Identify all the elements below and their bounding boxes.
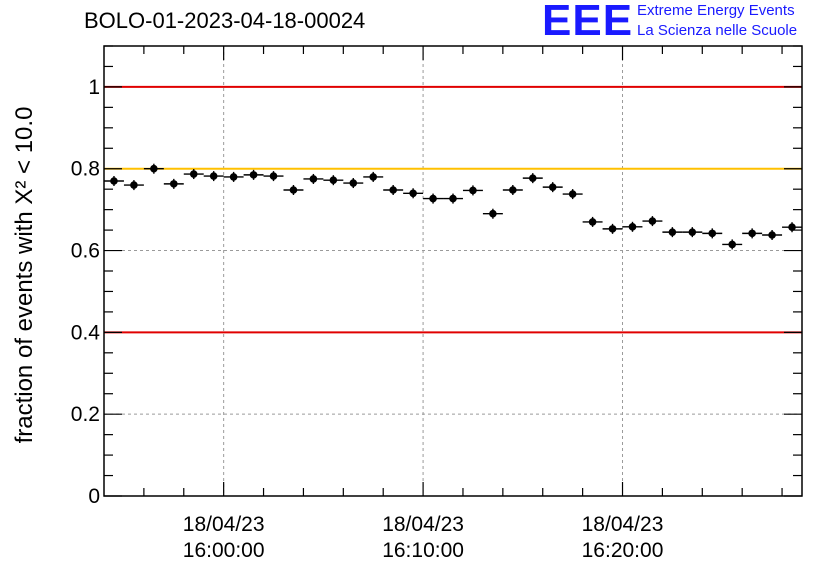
data-point [349,179,358,187]
y-tick-label: 0.8 [71,158,100,181]
data-point [469,186,477,195]
data-point [768,231,776,239]
data-point [568,190,577,198]
y-axis-label: fraction of events with X² < 10.0 [11,107,38,444]
data-point [608,225,617,233]
data-point [628,223,637,231]
data-point [748,229,756,238]
data-point [209,172,218,180]
data-point [309,175,318,183]
data-point [249,171,258,179]
x-tick-label-time: 16:00:00 [183,539,265,562]
data-point [329,176,338,184]
y-tick-label: 0.6 [71,240,100,263]
y-tick-label: 0 [88,485,100,508]
plot-frame [103,45,803,497]
data-point [189,170,198,178]
data-point [389,186,397,194]
data-point [449,194,457,203]
logo-line-1: Extreme Energy Events [637,2,795,19]
data-point [170,180,178,188]
data-point [369,173,378,181]
data-point [728,240,736,249]
logo-mark: EEE [542,0,634,45]
chart-title: BOLO-01-2023-04-18-00024 [84,8,366,33]
data-point [509,186,517,194]
data-point [150,164,158,173]
x-tick-label-date: 18/04/23 [183,513,265,536]
data-point [528,174,537,182]
y-tick-label: 0.2 [71,403,100,426]
eee-logo: EEE Extreme Energy Events La Scienza nel… [542,0,832,46]
data-point [110,177,118,185]
data-point [289,186,298,194]
x-tick-label-time: 16:20:00 [582,539,664,562]
y-tick-label: 0.4 [71,321,101,344]
data-point [489,209,497,218]
y-tick-label: 1 [88,76,100,99]
data-point [229,173,238,181]
data-point [429,194,437,203]
logo-line-2: La Scienza nelle Scuole [637,22,798,39]
data-point [548,183,557,191]
x-tick-label-date: 18/04/23 [382,513,464,536]
data-point [648,217,657,225]
x-tick-label-time: 16:10:00 [382,539,464,562]
data-point [788,223,796,232]
data-point [130,181,138,189]
data-point [269,172,278,180]
data-point [668,228,677,236]
data-point [588,218,597,226]
x-tick-label-date: 18/04/23 [582,513,664,536]
data-point [688,228,697,236]
data-point [409,189,417,198]
data-point [708,229,717,238]
